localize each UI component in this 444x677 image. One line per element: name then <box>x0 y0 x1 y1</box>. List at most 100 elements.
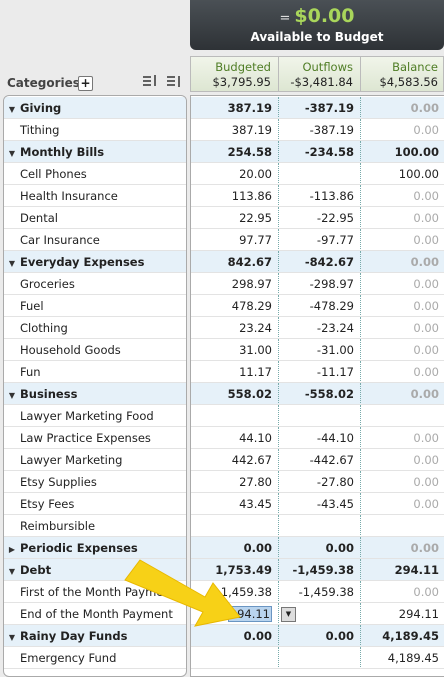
category-row[interactable]: Emergency Fund <box>4 647 186 669</box>
category-row[interactable]: Dental <box>4 207 186 229</box>
budget-cell[interactable]: 442.67 <box>191 449 279 470</box>
expand-toggle[interactable]: ▼ <box>8 391 16 400</box>
category-row[interactable]: Cell Phones <box>4 163 186 185</box>
expand-toggle[interactable]: ▼ <box>8 149 16 158</box>
budget-cell[interactable]: 113.86 <box>191 185 279 206</box>
budget-cell[interactable]: 387.19 <box>191 119 279 140</box>
cell-value: 0.00 <box>410 387 439 401</box>
available-label: Available to Budget <box>250 30 384 44</box>
budget-cell: -558.02 <box>279 383 361 404</box>
cell-value: 22.95 <box>239 211 272 225</box>
cell-value: 0.00 <box>413 211 439 225</box>
budget-cell[interactable]: 31.00 <box>191 339 279 360</box>
cell-value: -31.00 <box>316 343 354 357</box>
category-row[interactable]: Reimbursible <box>4 515 186 537</box>
budget-cell[interactable] <box>191 647 279 668</box>
category-group-row[interactable]: ▼ Business <box>4 383 186 405</box>
budget-cell <box>361 405 444 426</box>
category-group-row[interactable]: ▼ Rainy Day Funds <box>4 625 186 647</box>
cell-value: 387.19 <box>227 101 272 115</box>
category-name: Groceries <box>20 277 75 291</box>
equals-sign: = <box>279 11 291 26</box>
category-row[interactable]: End of the Month Payment <box>4 603 186 625</box>
category-group-row[interactable]: ▼ Debt <box>4 559 186 581</box>
budget-row: 298.97 -298.97 0.00 <box>191 273 444 295</box>
category-row[interactable]: Car Insurance <box>4 229 186 251</box>
category-row[interactable]: Clothing <box>4 317 186 339</box>
budget-cell <box>279 515 361 536</box>
category-row[interactable]: Law Practice Expenses <box>4 427 186 449</box>
budget-cell[interactable] <box>191 515 279 536</box>
add-category-button[interactable]: + <box>78 76 93 91</box>
category-group-row[interactable]: ▼ Giving <box>4 97 186 119</box>
editing-value[interactable]: 294.11 <box>227 606 272 622</box>
budget-cell[interactable]: 842.67 <box>191 251 279 272</box>
category-row[interactable]: Fun <box>4 361 186 383</box>
category-group-row[interactable]: ▼ Monthly Bills <box>4 141 186 163</box>
expand-toggle[interactable]: ▼ <box>8 105 16 114</box>
dropdown-button[interactable]: ▼ <box>281 607 296 622</box>
budget-cell[interactable]: 0.00 <box>191 625 279 646</box>
category-row[interactable]: Lawyer Marketing <box>4 449 186 471</box>
budget-cell[interactable]: 43.45 <box>191 493 279 514</box>
category-name: Cell Phones <box>20 167 87 181</box>
budget-cell[interactable]: 294.11 <box>191 603 279 624</box>
column-heading: Outflows -$3,481.84 <box>279 57 361 91</box>
expand-toggle[interactable]: ▶ <box>8 545 16 554</box>
category-row[interactable]: Household Goods <box>4 339 186 361</box>
sort-icons[interactable] <box>143 74 187 88</box>
category-name: Lawyer Marketing Food <box>20 409 154 423</box>
category-group-row[interactable]: ▶ Periodic Expenses <box>4 537 186 559</box>
budget-cell[interactable]: 27.80 <box>191 471 279 492</box>
budget-row: 0.00 0.00 0.00 <box>191 537 444 559</box>
budget-cell[interactable]: 1,459.38 <box>191 581 279 602</box>
budget-cell[interactable] <box>191 405 279 426</box>
category-row[interactable]: Groceries <box>4 273 186 295</box>
cell-value: 113.86 <box>231 189 272 203</box>
category-name: Tithing <box>20 123 60 137</box>
expand-toggle[interactable]: ▼ <box>8 633 16 642</box>
category-row[interactable]: Fuel <box>4 295 186 317</box>
category-row[interactable]: First of the Month Payment <box>4 581 186 603</box>
cell-value: -97.77 <box>316 233 354 247</box>
category-list: ▼ Giving Tithing ▼ Monthly Bills Cell Phones H… <box>3 95 187 677</box>
cell-value: 0.00 <box>413 497 439 511</box>
category-row[interactable]: Etsy Fees <box>4 493 186 515</box>
cell-value: -43.45 <box>316 497 354 511</box>
budget-cell[interactable]: 558.02 <box>191 383 279 404</box>
budget-cell: -442.67 <box>279 449 361 470</box>
cell-value: -27.80 <box>316 475 354 489</box>
budget-cell: 0.00 <box>361 273 444 294</box>
cell-value: -11.17 <box>316 365 354 379</box>
budget-cell[interactable]: 20.00 <box>191 163 279 184</box>
budget-cell[interactable]: 23.24 <box>191 317 279 338</box>
budget-cell: -298.97 <box>279 273 361 294</box>
budget-cell: 294.11 <box>361 603 444 624</box>
expand-toggle[interactable]: ▼ <box>8 259 16 268</box>
budget-cell[interactable]: 22.95 <box>191 207 279 228</box>
category-row[interactable]: Etsy Supplies <box>4 471 186 493</box>
column-title: Budgeted <box>215 60 271 74</box>
category-group-row[interactable]: ▼ Everyday Expenses <box>4 251 186 273</box>
budget-cell[interactable]: 1,753.49 <box>191 559 279 580</box>
budget-cell[interactable]: 254.58 <box>191 141 279 162</box>
column-total: -$3,481.84 <box>290 75 353 89</box>
budget-cell[interactable]: 97.77 <box>191 229 279 250</box>
budget-cell[interactable]: 478.29 <box>191 295 279 316</box>
budget-cell[interactable]: 298.97 <box>191 273 279 294</box>
category-name: Everyday Expenses <box>20 255 145 269</box>
budget-cell[interactable]: 387.19 <box>191 97 279 118</box>
category-name: Business <box>20 387 78 401</box>
cell-value: 97.77 <box>239 233 272 247</box>
column-header: Budgeted $3,795.95 Outflows -$3,481.84 Balan… <box>190 56 444 92</box>
cell-value: 27.80 <box>239 475 272 489</box>
budget-cell[interactable]: 44.10 <box>191 427 279 448</box>
budget-cell[interactable]: 11.17 <box>191 361 279 382</box>
category-row[interactable]: Tithing <box>4 119 186 141</box>
category-row[interactable]: Health Insurance <box>4 185 186 207</box>
category-row[interactable]: Lawyer Marketing Food <box>4 405 186 427</box>
budget-cell[interactable]: 0.00 <box>191 537 279 558</box>
expand-toggle[interactable]: ▼ <box>8 567 16 576</box>
budget-row <box>191 405 444 427</box>
